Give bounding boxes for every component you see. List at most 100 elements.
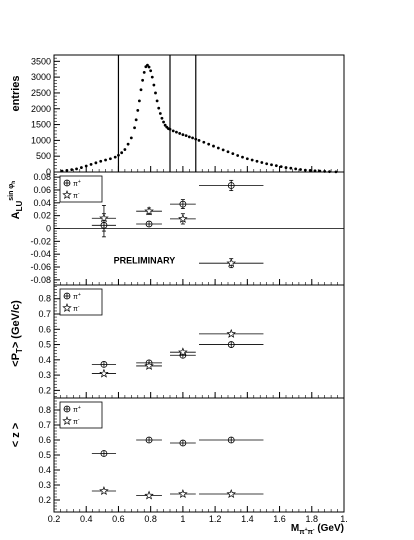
z-legend-label: π+ bbox=[73, 405, 81, 414]
pt-y-tick-label: 0.6 bbox=[38, 324, 51, 334]
mass-spectrum-points bbox=[60, 63, 338, 174]
mass-data-point bbox=[187, 135, 191, 139]
mass-data-point bbox=[294, 167, 298, 171]
mass-data-point bbox=[160, 116, 164, 120]
z-y-tick-label: 0.2 bbox=[38, 495, 51, 505]
pt-legend-label: π+ bbox=[73, 292, 81, 301]
alu-cross-circle-marker bbox=[227, 182, 235, 189]
mass-y-axis-title: entries bbox=[10, 75, 22, 111]
z-y-tick-label: 0.5 bbox=[38, 450, 51, 460]
mass-data-point bbox=[136, 108, 140, 112]
alu-series-pi-plus bbox=[91, 179, 264, 238]
mass-data-point bbox=[117, 153, 120, 157]
alu-cross-circle-marker bbox=[145, 220, 153, 228]
mass-data-point bbox=[175, 130, 178, 134]
z-cross-circle-marker bbox=[145, 436, 153, 444]
alu-legend-label-main: π bbox=[73, 193, 78, 200]
alu-y-tick-label: -0.08 bbox=[30, 275, 51, 285]
alu-data-point bbox=[170, 213, 196, 225]
mass-data-point bbox=[216, 146, 220, 150]
mass-data-point bbox=[129, 136, 133, 140]
mass-data-point bbox=[75, 167, 78, 171]
alu-y-tick-label: -0.04 bbox=[30, 249, 51, 259]
pt-y-axis-title-part: > (GeV/c) bbox=[10, 300, 22, 348]
z-x-tick-label: 1. bbox=[340, 514, 348, 524]
mass-data-point bbox=[65, 169, 69, 172]
mass-data-point bbox=[89, 163, 93, 166]
z-x-tick-label: 1.4 bbox=[241, 514, 254, 524]
mass-y-tick-label: 2000 bbox=[31, 104, 51, 114]
z-y-axis-title-part: < z > bbox=[10, 423, 22, 447]
mass-data-point bbox=[303, 168, 307, 172]
alu-star-marker bbox=[144, 206, 154, 216]
z-y-axis: 0.2 0.3 0.4 0.5 0.6 0.7 0.8 bbox=[38, 400, 60, 513]
z-legend-label-sup: - bbox=[78, 417, 80, 423]
mass-data-point bbox=[99, 159, 103, 163]
mass-data-point bbox=[202, 140, 206, 144]
mass-y-tick-label: 1000 bbox=[31, 135, 51, 145]
alu-y-axis-title-part: sin φ bbox=[8, 184, 15, 201]
x-axis-title-part: M bbox=[291, 523, 299, 534]
pt-y-axis-title-part: T bbox=[15, 348, 24, 353]
alu-y-tick-label: -0.06 bbox=[30, 262, 51, 272]
preliminary-annotation: PRELIMINARY bbox=[114, 256, 176, 266]
mass-data-point bbox=[158, 112, 162, 115]
z-data-point bbox=[199, 489, 264, 499]
mass-data-point bbox=[157, 106, 161, 110]
z-series-pi-plus bbox=[91, 436, 264, 457]
pt-y-axis-title: <PT> (GeV/c) bbox=[10, 300, 24, 367]
pt-star-marker bbox=[226, 328, 236, 338]
alu-data-point bbox=[199, 258, 264, 269]
mass-data-point bbox=[181, 133, 185, 137]
alu-series-pi-minus bbox=[91, 204, 264, 269]
z-x-tick-label: 0.4 bbox=[80, 514, 93, 524]
alu-data-point bbox=[136, 220, 162, 228]
alu-y-axis: -0.08 -0.06 -0.04 -0.02 0 0.02 0.04 0.06 0.08 bbox=[30, 172, 60, 286]
mass-data-point bbox=[147, 65, 151, 69]
pt-data-point bbox=[199, 341, 264, 348]
pt-legend-label-main: π bbox=[73, 294, 78, 301]
pt-series-pi-plus bbox=[91, 341, 264, 368]
z-cross-circle-marker bbox=[100, 450, 108, 457]
pt-legend-star-icon bbox=[62, 303, 72, 313]
mass-data-point bbox=[152, 83, 156, 87]
z-legend: π+π- bbox=[59, 401, 103, 429]
pt-y-tick-label: 0.3 bbox=[38, 370, 51, 380]
z-x-tick-label: 0.2 bbox=[48, 514, 61, 524]
mass-data-point bbox=[231, 152, 235, 156]
mass-data-point bbox=[134, 118, 138, 122]
alu-data-point bbox=[136, 206, 162, 216]
z-data-point bbox=[136, 490, 162, 500]
mass-data-point bbox=[313, 169, 317, 173]
pt-star-marker bbox=[99, 368, 109, 378]
mass-data-point bbox=[155, 99, 159, 103]
z-x-tick-label: 1 bbox=[180, 514, 185, 524]
mass-data-point bbox=[108, 157, 112, 161]
mass-data-point bbox=[265, 162, 269, 166]
mass-y-tick-label: 2500 bbox=[31, 88, 51, 98]
alu-legend: π+π- bbox=[59, 175, 103, 203]
mass-data-point bbox=[212, 144, 215, 148]
mass-data-point bbox=[250, 158, 254, 162]
mass-data-point bbox=[154, 91, 157, 95]
mass-data-point bbox=[226, 150, 230, 154]
pt-legend-cross-circle-icon bbox=[63, 292, 71, 300]
mass-data-point bbox=[139, 88, 143, 92]
z-data-point bbox=[170, 489, 196, 499]
mass-data-point bbox=[308, 169, 312, 172]
pt-y-axis-title-part: <P bbox=[10, 353, 22, 367]
mass-data-point bbox=[289, 166, 293, 170]
mass-data-point bbox=[191, 136, 194, 140]
alu-y-tick-label: 0 bbox=[46, 224, 51, 234]
z-data-point bbox=[91, 486, 117, 496]
mass-data-point bbox=[197, 138, 201, 142]
mass-data-point bbox=[137, 99, 141, 103]
mass-data-point bbox=[149, 69, 153, 73]
alu-legend-label-main: π bbox=[73, 181, 78, 188]
mass-y-tick-label: 3500 bbox=[31, 56, 51, 66]
x-axis-title-part: π bbox=[308, 529, 314, 535]
pt-y-tick-label: 0.4 bbox=[38, 355, 51, 365]
z-data-point bbox=[91, 450, 117, 457]
